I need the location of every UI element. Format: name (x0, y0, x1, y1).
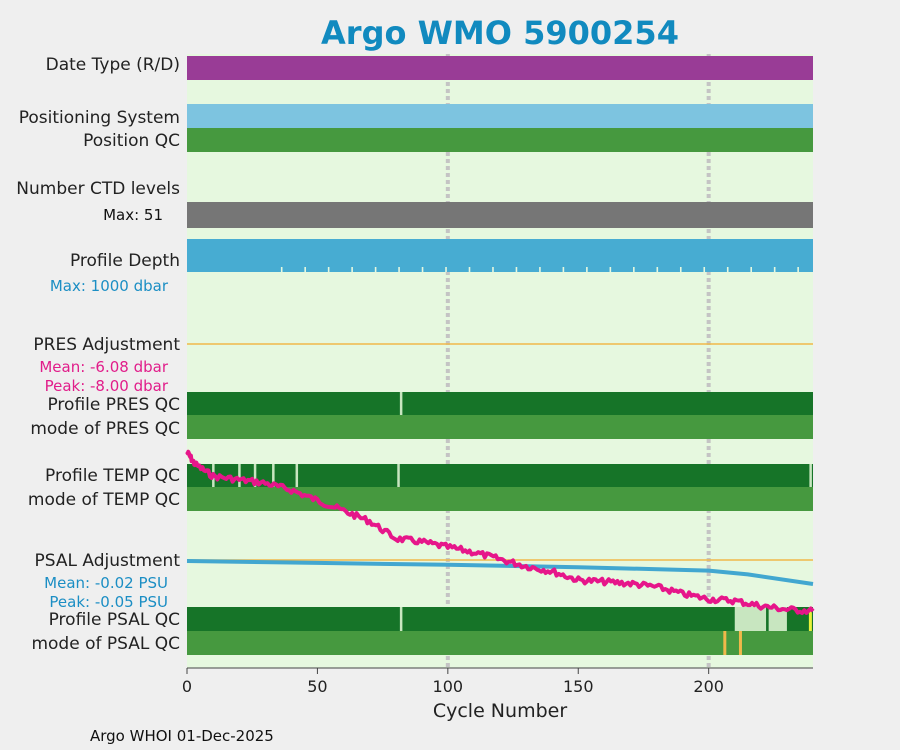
x-tick-label-50: 50 (307, 677, 327, 696)
psal-mean-text: Mean: -0.02 PSU (44, 574, 168, 592)
label-pres-adjustment: PRES Adjustment (33, 335, 180, 355)
depth-notch-153 (586, 267, 588, 272)
x-tick-label-200: 200 (693, 677, 724, 696)
label-profile-pres-qc: Profile PRES QC (47, 395, 180, 415)
label-profile-temp-qc: Profile TEMP QC (45, 466, 180, 486)
mode-temp-qc-bar (187, 487, 813, 511)
depth-notch-144 (562, 267, 565, 272)
depth-notch-135 (539, 267, 541, 272)
depth-notch-90 (421, 267, 424, 272)
profile-depth-bar (187, 239, 813, 272)
depth-notch-234 (797, 267, 799, 272)
x-axis-ticks: 0 50 100 150 200 (182, 667, 813, 696)
x-tick-label-100: 100 (433, 677, 464, 696)
ctd-levels-bar (187, 202, 813, 228)
x-axis-label: Cycle Number (433, 700, 567, 722)
pres-mean-text: Mean: -6.08 dbar (39, 358, 169, 376)
temp-qc-gap-33 (272, 464, 275, 487)
depth-notch-54 (327, 267, 330, 272)
label-mode-pres-qc: mode of PRES QC (30, 419, 180, 439)
psal-mode-flag-206 (723, 631, 727, 655)
label-ctd-levels: Number CTD levels (16, 179, 180, 199)
temp-qc-gap-26 (253, 464, 257, 487)
chart-title: Argo WMO 5900254 (321, 14, 679, 52)
position-qc-bar (187, 128, 813, 152)
depth-notch-45 (304, 267, 306, 272)
label-mode-psal-qc: mode of PSAL QC (31, 634, 180, 654)
depth-max-text: Max: 1000 dbar (50, 277, 169, 295)
date-type-bar (187, 56, 813, 80)
mode-pres-qc-bar (187, 415, 813, 439)
psal-qc-light-range-1 (768, 607, 787, 631)
temp-trend-series (185, 449, 815, 615)
label-psal-adjustment: PSAL Adjustment (35, 551, 181, 571)
ctd-max-text: Max: 51 (103, 206, 163, 224)
mode-psal-qc-bar (187, 631, 813, 655)
x-tick-label-150: 150 (563, 677, 594, 696)
psal-mode-flag-212 (738, 631, 742, 655)
depth-notch-162 (609, 267, 612, 272)
profile-pres-qc-bar (187, 392, 813, 415)
label-mode-temp-qc: mode of TEMP QC (28, 490, 180, 510)
depth-notch-207 (726, 267, 729, 272)
pres-qc-gap-82 (399, 392, 403, 415)
depth-notch-63 (351, 267, 353, 272)
depth-notch-126 (515, 267, 518, 272)
label-profile-depth: Profile Depth (70, 251, 180, 271)
depth-notch-117 (492, 267, 494, 272)
depth-notch-108 (468, 267, 471, 272)
x-tick-label-0: 0 (182, 677, 192, 696)
depth-notch-171 (633, 267, 635, 272)
psal-qc-gap-82 (399, 607, 403, 631)
depth-notch-72 (374, 267, 377, 272)
pres-peak-text: Peak: -8.00 dbar (45, 377, 169, 395)
depth-notch-225 (773, 267, 776, 272)
depth-notch-198 (703, 267, 706, 272)
depth-notch-180 (656, 267, 659, 272)
temp-qc-gap-81 (397, 464, 400, 487)
label-date-type: Date Type (R/D) (46, 55, 180, 75)
depth-notch-99 (445, 267, 447, 272)
profile-psal-qc-bar (187, 607, 813, 631)
temp-qc-gap-239 (809, 464, 812, 487)
psal-qc-light-range-0 (734, 607, 767, 631)
positioning-system-bar (187, 104, 813, 128)
adjustment-lines (185, 343, 815, 615)
label-positioning-system: Positioning System (19, 108, 180, 128)
psal-qc-yellow-239 (808, 607, 812, 631)
temp-qc-gap-20 (238, 464, 241, 487)
psal-adjustment-series (186, 559, 814, 586)
label-profile-psal-qc: Profile PSAL QC (49, 610, 180, 630)
footer-credit: Argo WHOI 01-Dec-2025 (90, 727, 274, 745)
psal-peak-text: Peak: -0.05 PSU (49, 593, 168, 611)
depth-notch-216 (750, 267, 752, 272)
profile-temp-qc-bar (187, 464, 813, 487)
status-bars (187, 56, 813, 655)
label-position-qc: Position QC (83, 131, 180, 151)
depth-notch-36 (280, 267, 283, 272)
depth-notch-189 (679, 267, 682, 272)
depth-notch-81 (398, 267, 400, 272)
temp-qc-gap-42 (295, 464, 299, 487)
